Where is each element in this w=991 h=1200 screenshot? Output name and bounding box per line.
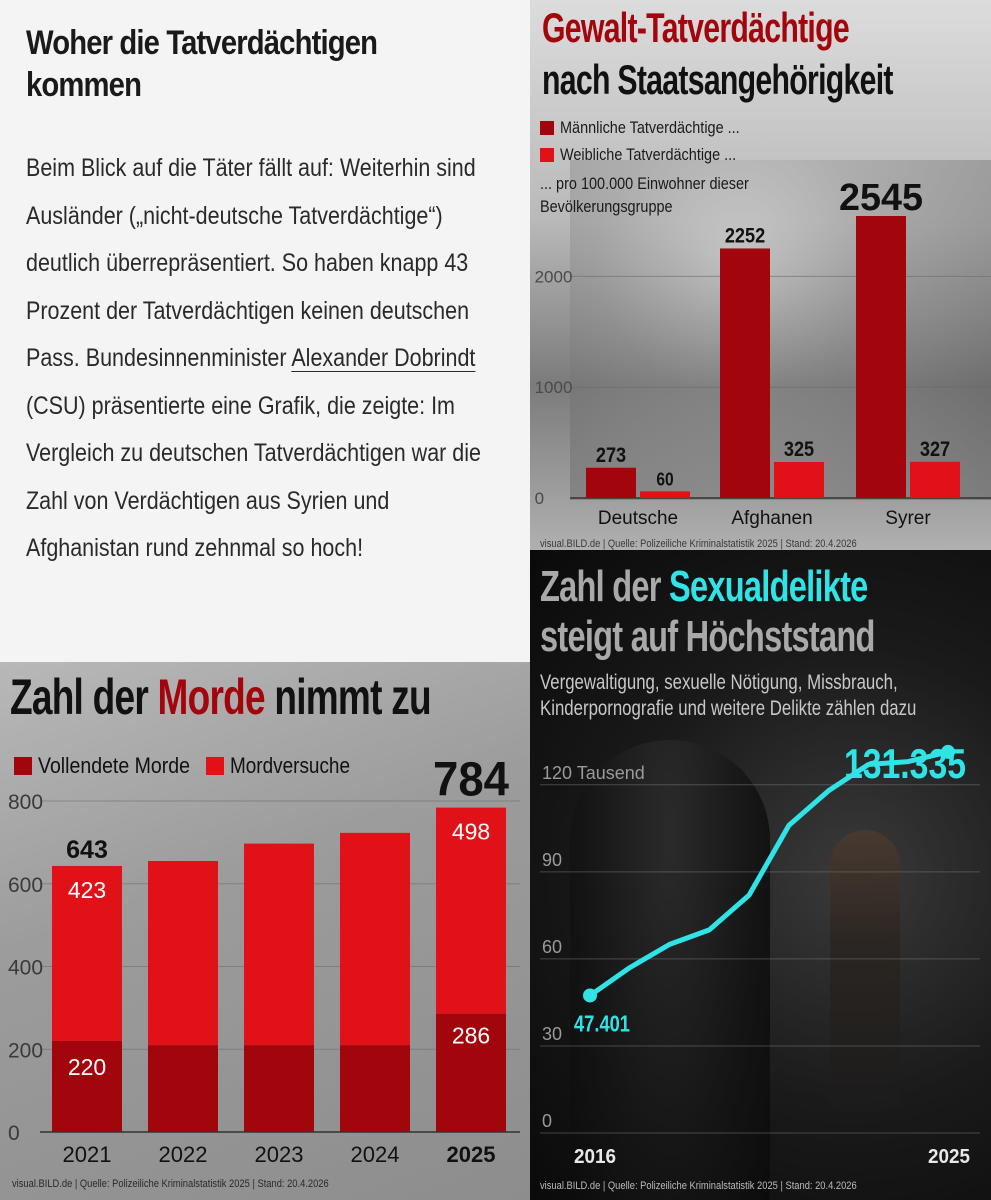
chart2-title-accent: Morde xyxy=(157,669,266,725)
legend-swatch-dark-red xyxy=(540,121,554,135)
chart3-title-pre: Zahl der xyxy=(540,562,670,611)
chart2-bar-attempts xyxy=(148,860,218,1046)
chart1-source: visual.BILD.de | Quelle: Polizeiliche Kr… xyxy=(540,538,857,550)
chart1-bar-male xyxy=(586,467,636,498)
chart2-bar-attempts xyxy=(436,807,506,1014)
legend-label-female: Weibliche Tatverdächtige ... xyxy=(560,145,737,164)
chart3-end-point xyxy=(941,744,955,759)
chart2-bar-attempts xyxy=(340,832,410,1046)
chart3-title-line2: steigt auf Höchststand xyxy=(540,612,875,661)
chart2-bar-completed xyxy=(244,1045,314,1132)
chart2-category-label: 2025 xyxy=(447,1142,496,1167)
chart2-title-pre: Zahl der xyxy=(10,669,158,725)
chart1-bar-female xyxy=(640,491,690,498)
chart2-total-label-2021: 643 xyxy=(66,836,108,864)
chart2-category-label: 2022 xyxy=(159,1142,208,1167)
chart2-legend-attempts: Mordversuche xyxy=(230,753,350,778)
street-background-image xyxy=(570,160,991,500)
chart1-note: ... pro 100.000 Einwohner dieser Bevölke… xyxy=(540,174,749,216)
chart3-x-end-label: 2025 xyxy=(928,1146,970,1168)
chart1-legend-female: Weibliche Tatverdächtige ... xyxy=(540,144,767,166)
article-text-after-link: (CSU) präsentierte eine Grafik, die zeig… xyxy=(26,391,481,563)
article-headline: Woher die Tatverdächtigen kommen xyxy=(26,24,378,104)
chart2-category-label: 2023 xyxy=(255,1142,304,1167)
chart2-title-post: nimmt zu xyxy=(264,669,431,725)
chart2-bar-completed xyxy=(52,1040,122,1132)
chart1-value-label-female: 60 xyxy=(656,469,673,489)
chart3-start-label: 47.401 xyxy=(574,1010,630,1036)
chart2-bar-attempts xyxy=(244,843,314,1046)
chart2-legend-completed: Vollendete Morde xyxy=(38,753,190,778)
woman-figure-image xyxy=(830,830,900,1110)
chart3-ytick-label: 120 Tausend xyxy=(542,763,645,783)
chart1-value-label-male: 2545 xyxy=(839,177,923,219)
chart1-category-label: Afghanen xyxy=(731,508,812,529)
chart3-title-line1: Zahl der Sexualdelikte xyxy=(540,562,868,612)
chart2-ytick-label: 800 xyxy=(8,791,43,814)
chart1-title-line2: nach Staatsangehörigkeit xyxy=(542,56,893,103)
chart2-attempts-label-2021: 423 xyxy=(68,877,106,903)
chart2-bar-attempts xyxy=(52,865,122,1041)
chart1-ytick-label: 0 xyxy=(535,489,544,508)
legend-label-male: Männliche Tatverdächtige ... xyxy=(560,118,740,137)
chart1-ytick-label: 2000 xyxy=(535,267,573,286)
chart3-ytick-label: 60 xyxy=(542,937,562,957)
dobrindt-link[interactable]: Alexander Dobrindt xyxy=(291,344,476,372)
chart2-ytick-label: 200 xyxy=(8,1039,43,1062)
chart1-bar-female xyxy=(774,461,824,498)
chart2-bar-completed xyxy=(148,1045,218,1132)
article-section: Woher die Tatverdächtigen kommen Beim Bl… xyxy=(0,0,530,662)
chart3-plot: 0 30 60 90 120 Tausend 47.401 131.335 2016 2025 xyxy=(540,740,980,1168)
chart2-ytick-label: 400 xyxy=(8,957,43,980)
chart3-subtitle: Vergewaltigung, sexuelle Nötigung, Missb… xyxy=(540,671,917,720)
hooded-figure-image xyxy=(570,740,770,1200)
chart3-ytick-label: 90 xyxy=(542,850,562,870)
chart1-bar-female xyxy=(910,461,960,498)
chart1-bar-male xyxy=(856,216,906,498)
chart3-end-label: 131.335 xyxy=(844,740,966,787)
chart1-value-label-female: 325 xyxy=(784,438,815,461)
chart2-completed-label-2025: 286 xyxy=(452,1023,490,1049)
chart3-start-point xyxy=(583,988,597,1003)
article-text-before-link: Beim Blick auf die Täter fällt auf: Weit… xyxy=(26,154,476,372)
chart2-legend-swatch-completed xyxy=(14,757,32,775)
chart3-ytick-label: 0 xyxy=(542,1111,552,1131)
chart1-ytick-label: 1000 xyxy=(535,378,573,397)
chart3-x-start-label: 2016 xyxy=(574,1146,616,1168)
sex-offences-chart: Zahl der Sexualdelikte steigt auf Höchst… xyxy=(530,550,991,1200)
chart2-plot: Vollendete Morde Mordversuche 0 200 400 600 80… xyxy=(8,753,520,1167)
chart3-series-line xyxy=(587,749,951,998)
chart1-category-label: Syrer xyxy=(885,508,931,529)
chart1-plot: 0 1000 2000 273 60 Deutsche 2252 325 Afghanen 254… xyxy=(535,177,991,529)
chart2-ytick-label: 600 xyxy=(8,874,43,897)
violence-suspects-chart: Gewalt-Tatverdächtige nach Staatsangehör… xyxy=(530,0,991,550)
chart3-ytick-label: 30 xyxy=(542,1024,562,1044)
chart2-completed-label-2021: 220 xyxy=(68,1054,106,1080)
chart2-attempts-label-2025: 498 xyxy=(452,819,490,845)
chart2-legend-swatch-attempts xyxy=(206,757,224,775)
chart1-value-label-male: 2252 xyxy=(725,224,765,247)
chart3-source: visual.BILD.de | Quelle: Polizeiliche Kr… xyxy=(540,1180,857,1192)
chart2-source: visual.BILD.de | Quelle: Polizeiliche Kr… xyxy=(12,1178,329,1190)
chart1-category-label: Deutsche xyxy=(598,508,678,529)
chart2-category-label: 2021 xyxy=(63,1142,112,1167)
chart1-bar-male xyxy=(720,248,770,498)
legend-swatch-bright-red xyxy=(540,148,554,162)
chart1-value-label-female: 327 xyxy=(920,438,950,461)
chart2-title: Zahl der Morde nimmt zu xyxy=(10,668,432,726)
chart2-category-label: 2024 xyxy=(351,1142,400,1167)
chart2-ytick-label: 0 xyxy=(8,1122,20,1145)
chart2-bar-completed xyxy=(340,1045,410,1132)
chart1-legend-male: Männliche Tatverdächtige ... xyxy=(540,117,771,139)
murders-chart: Zahl der Morde nimmt zu Vollendete Morde… xyxy=(0,662,530,1200)
chart1-value-label-male: 273 xyxy=(596,444,626,467)
chart3-title-accent: Sexualdelikte xyxy=(669,562,868,611)
chart2-bar-completed xyxy=(436,1013,506,1132)
article-paragraph: Beim Blick auf die Täter fällt auf: Weit… xyxy=(26,145,508,573)
chart1-title-line1: Gewalt-Tatverdächtige xyxy=(542,4,850,51)
chart2-total-label-2025: 784 xyxy=(433,754,509,807)
